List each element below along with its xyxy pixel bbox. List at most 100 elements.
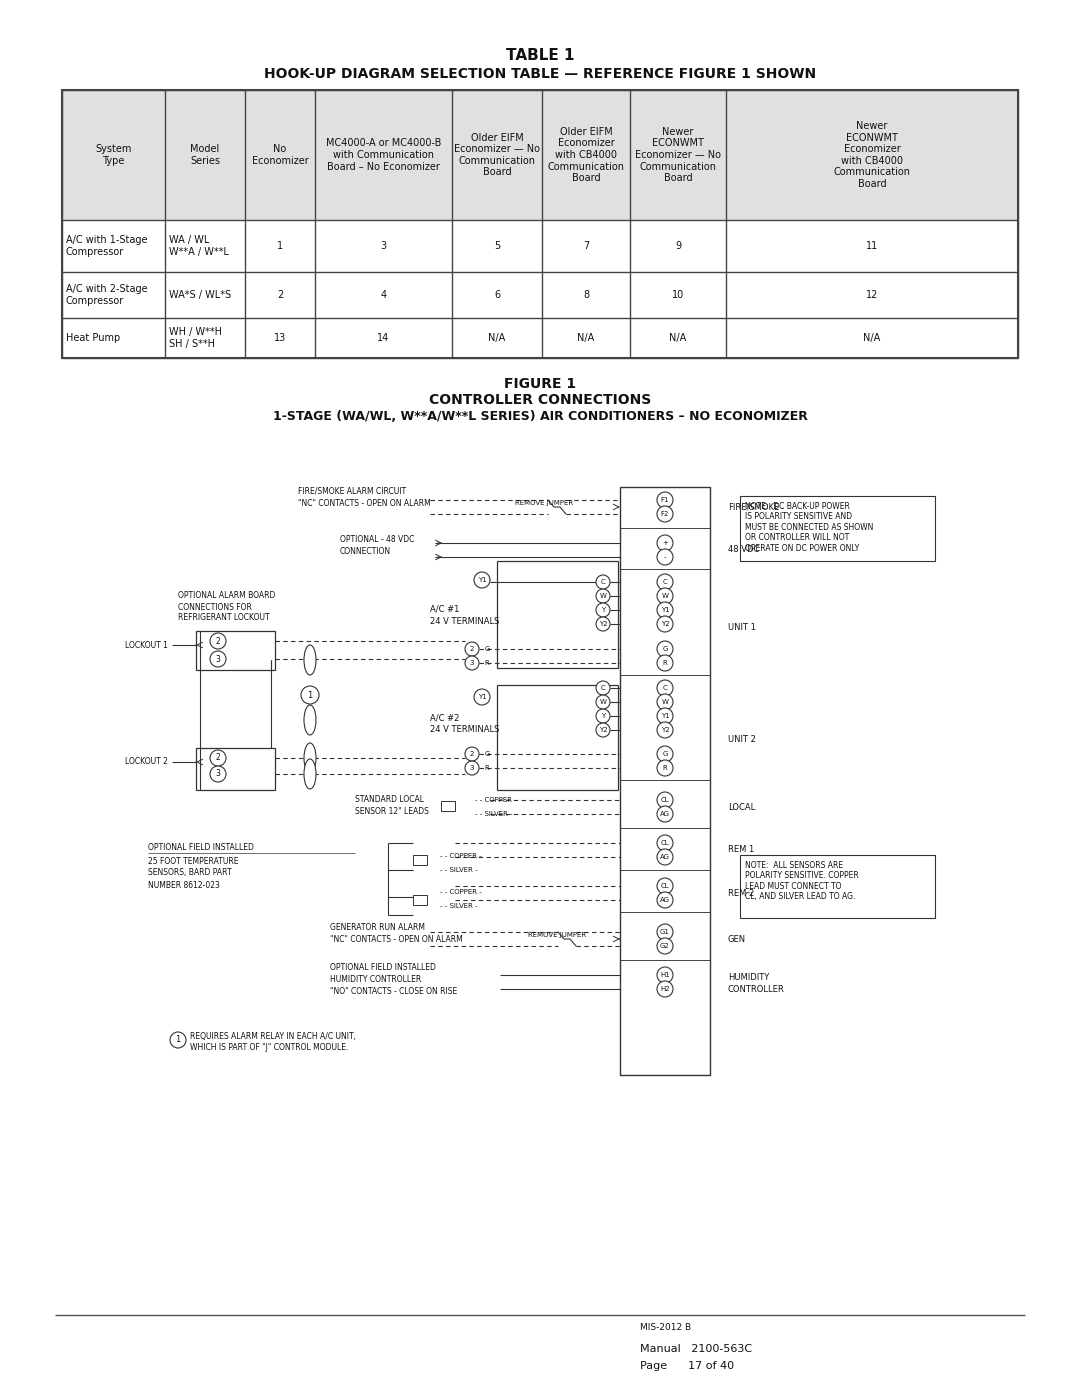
Text: F1: F1: [661, 497, 670, 503]
Text: "NC" CONTACTS - OPEN ON ALARM: "NC" CONTACTS - OPEN ON ALARM: [330, 936, 462, 944]
Text: MIS-2012 B: MIS-2012 B: [640, 1323, 691, 1331]
Text: FIGURE 1: FIGURE 1: [504, 377, 576, 391]
Text: 6: 6: [494, 291, 500, 300]
Text: R: R: [485, 766, 489, 771]
Circle shape: [596, 604, 610, 617]
Text: 1-STAGE (WA/WL, W**A/W**L SERIES) AIR CONDITIONERS – NO ECONOMIZER: 1-STAGE (WA/WL, W**A/W**L SERIES) AIR CO…: [272, 409, 808, 422]
Circle shape: [474, 689, 490, 705]
Text: 1: 1: [276, 242, 283, 251]
Text: AG: AG: [660, 812, 670, 817]
Text: - - SILVER -: - - SILVER -: [440, 868, 477, 873]
Text: WH / W**H
SH / S**H: WH / W**H SH / S**H: [168, 327, 222, 349]
Circle shape: [301, 686, 319, 704]
Circle shape: [465, 657, 480, 671]
Text: W: W: [599, 592, 607, 599]
Text: N/A: N/A: [670, 332, 687, 344]
Circle shape: [657, 694, 673, 710]
Text: N/A: N/A: [488, 332, 505, 344]
Text: Older EIFM
Economizer
with CB4000
Communication
Board: Older EIFM Economizer with CB4000 Commun…: [548, 127, 624, 183]
Text: Page      17 of 40: Page 17 of 40: [640, 1361, 734, 1370]
Text: 2: 2: [470, 645, 474, 652]
Bar: [62, 89, 165, 219]
Bar: [413, 855, 427, 865]
Text: 3: 3: [216, 770, 220, 778]
Text: G: G: [662, 752, 667, 757]
Text: GEN: GEN: [728, 935, 746, 943]
Circle shape: [596, 590, 610, 604]
Text: OPTIONAL - 48 VDC: OPTIONAL - 48 VDC: [340, 535, 415, 545]
Text: Y2: Y2: [598, 726, 607, 733]
Text: Newer
ECONWMT
Economizer — No
Communication
Board: Newer ECONWMT Economizer — No Communicat…: [635, 127, 721, 183]
Circle shape: [657, 549, 673, 564]
Text: G1: G1: [660, 929, 670, 935]
Bar: [62, 89, 1018, 358]
Text: WHICH IS PART OF "J" CONTROL MODULE.: WHICH IS PART OF "J" CONTROL MODULE.: [190, 1044, 349, 1052]
Text: NOTE:  DC BACK-UP POWER
IS POLARITY SENSITIVE AND
MUST BE CONNECTED AS SHOWN
OR : NOTE: DC BACK-UP POWER IS POLARITY SENSI…: [745, 502, 874, 553]
Text: -: -: [664, 555, 666, 560]
Text: G2: G2: [660, 943, 670, 949]
Text: UNIT 2: UNIT 2: [728, 735, 756, 745]
Text: GENERATOR RUN ALARM: GENERATOR RUN ALARM: [330, 923, 426, 933]
Text: 3: 3: [470, 766, 474, 771]
Circle shape: [465, 643, 480, 657]
Text: "NC" CONTACTS - OPEN ON ALARM: "NC" CONTACTS - OPEN ON ALARM: [298, 499, 431, 507]
Circle shape: [657, 806, 673, 821]
Bar: [740, 496, 935, 562]
Circle shape: [657, 835, 673, 851]
Circle shape: [465, 747, 480, 761]
Circle shape: [657, 746, 673, 761]
Text: CONTROLLER CONNECTIONS: CONTROLLER CONNECTIONS: [429, 393, 651, 407]
Text: REMOVE JUMPER: REMOVE JUMPER: [528, 932, 586, 937]
Text: Newer
ECONWMT
Economizer
with CB4000
Communication
Board: Newer ECONWMT Economizer with CB4000 Com…: [834, 122, 910, 189]
Text: G: G: [484, 645, 489, 652]
Text: R: R: [663, 766, 667, 771]
Text: Y: Y: [600, 608, 605, 613]
Text: OPTIONAL FIELD INSTALLED: OPTIONAL FIELD INSTALLED: [330, 964, 436, 972]
Circle shape: [657, 602, 673, 617]
Ellipse shape: [303, 743, 316, 773]
Circle shape: [657, 849, 673, 865]
Text: 10: 10: [672, 291, 684, 300]
Text: 48 VDC: 48 VDC: [728, 545, 759, 555]
Text: 11: 11: [866, 242, 878, 251]
Text: FIRE/SMOKE: FIRE/SMOKE: [728, 503, 780, 511]
Text: NOTE:  ALL SENSORS ARE
POLARITY SENSITIVE. COPPER
LEAD MUST CONNECT TO
CL, AND S: NOTE: ALL SENSORS ARE POLARITY SENSITIVE…: [745, 861, 859, 901]
Text: SENSOR 12" LEADS: SENSOR 12" LEADS: [355, 807, 429, 816]
Text: OPTIONAL FIELD INSTALLED: OPTIONAL FIELD INSTALLED: [148, 844, 254, 852]
Circle shape: [474, 571, 490, 588]
Circle shape: [210, 633, 226, 650]
Ellipse shape: [303, 759, 316, 789]
Circle shape: [210, 651, 226, 666]
Text: G: G: [662, 645, 667, 652]
Text: MC4000-A or MC4000-B
with Communication
Board – No Economizer: MC4000-A or MC4000-B with Communication …: [326, 138, 442, 172]
Text: HUMIDITY CONTROLLER: HUMIDITY CONTROLLER: [330, 975, 421, 985]
Circle shape: [657, 588, 673, 604]
Circle shape: [657, 535, 673, 550]
Text: UNIT 1: UNIT 1: [728, 623, 756, 631]
Text: REFRIGERANT LOCKOUT: REFRIGERANT LOCKOUT: [178, 613, 270, 623]
Text: 2: 2: [470, 752, 474, 757]
Text: CL: CL: [661, 798, 670, 803]
Text: Manual   2100-563C: Manual 2100-563C: [640, 1344, 752, 1354]
Text: LOCKOUT 2: LOCKOUT 2: [125, 757, 167, 767]
Text: H1: H1: [660, 972, 670, 978]
Text: WA / WL
W**A / W**L: WA / WL W**A / W**L: [168, 235, 229, 257]
Bar: [740, 855, 935, 918]
Text: CL: CL: [661, 840, 670, 847]
Text: A/C #1: A/C #1: [430, 605, 459, 613]
Ellipse shape: [303, 645, 316, 675]
Text: 3: 3: [470, 659, 474, 666]
Text: No
Economizer: No Economizer: [252, 144, 309, 166]
Text: R: R: [663, 659, 667, 666]
Text: 4: 4: [380, 291, 387, 300]
Text: 3: 3: [380, 242, 387, 251]
Circle shape: [657, 641, 673, 657]
Text: STANDARD LOCAL: STANDARD LOCAL: [355, 795, 424, 805]
Text: A/C #2: A/C #2: [430, 714, 459, 722]
Bar: [497, 685, 618, 789]
Bar: [620, 488, 710, 1076]
Text: W: W: [662, 698, 669, 705]
Text: Y2: Y2: [661, 622, 670, 627]
Text: 8: 8: [583, 291, 589, 300]
Text: Y1: Y1: [661, 712, 670, 719]
